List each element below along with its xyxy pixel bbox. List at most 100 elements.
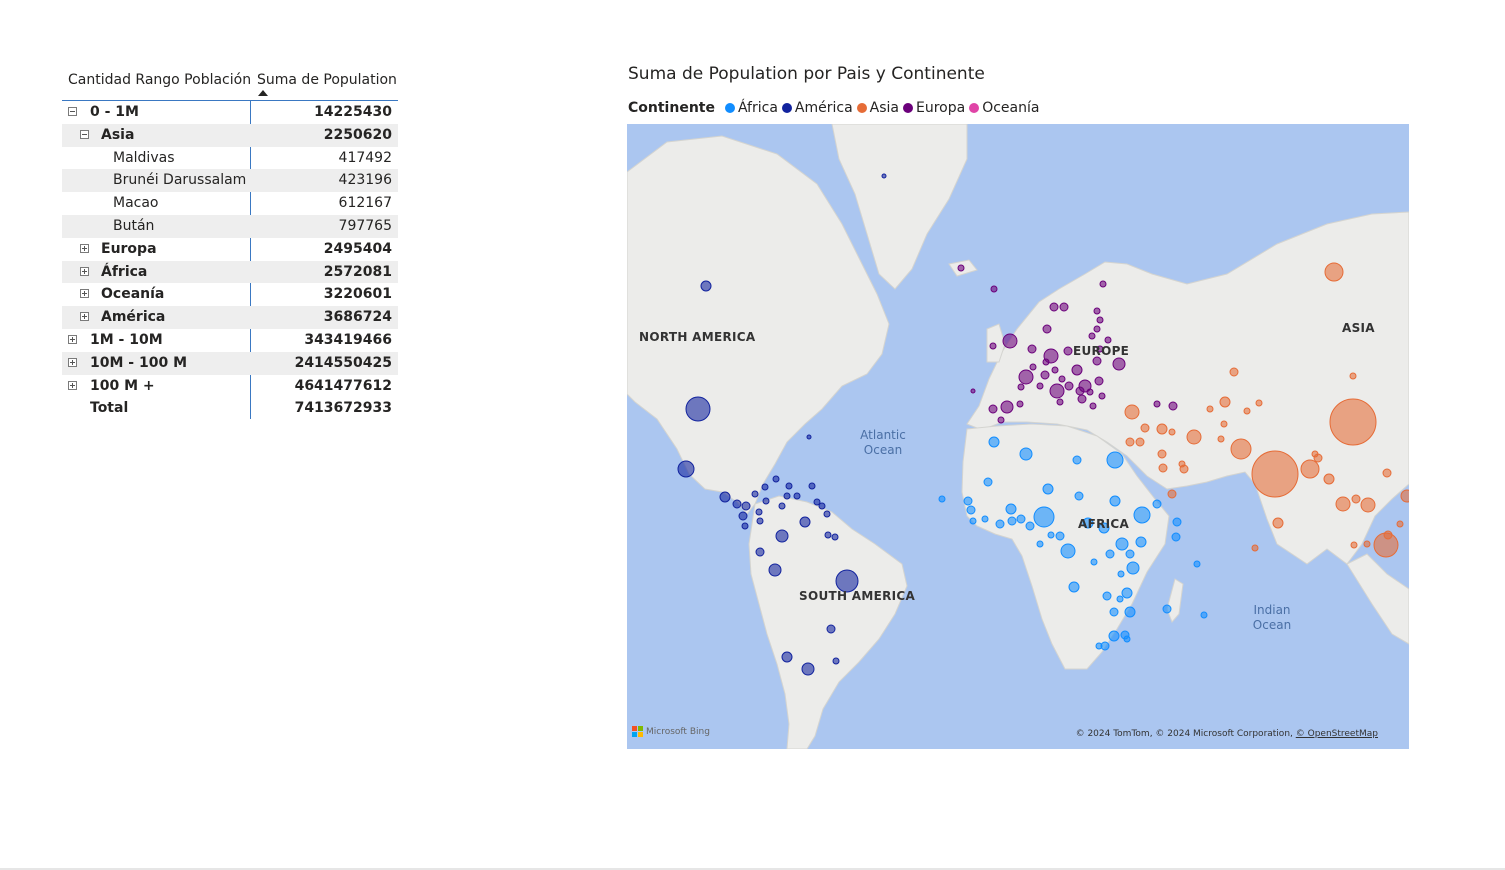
country-bubble[interactable] (1064, 381, 1074, 391)
country-bubble[interactable] (1060, 543, 1076, 559)
collapse-icon[interactable] (80, 129, 89, 139)
country-bubble[interactable] (768, 563, 782, 577)
country-bubble[interactable] (1217, 435, 1225, 443)
country-bubble[interactable] (881, 173, 887, 179)
country-bubble[interactable] (1117, 570, 1125, 578)
country-bubble[interactable] (1126, 561, 1140, 575)
country-bubble[interactable] (1135, 536, 1147, 548)
country-bubble[interactable] (1018, 369, 1034, 385)
country-bubble[interactable] (969, 517, 977, 525)
country-bubble[interactable] (835, 569, 859, 593)
country-bubble[interactable] (719, 491, 731, 503)
country-bubble[interactable] (1140, 423, 1150, 433)
country-bubble[interactable] (1042, 483, 1054, 495)
country-bubble[interactable] (970, 388, 976, 394)
country-bubble[interactable] (1106, 451, 1124, 469)
country-bubble[interactable] (1098, 522, 1110, 534)
country-bubble[interactable] (1123, 635, 1131, 643)
country-bubble[interactable] (1167, 489, 1177, 499)
country-bubble[interactable] (1058, 375, 1066, 383)
country-bubble[interactable] (1168, 428, 1176, 436)
country-bubble[interactable] (1036, 382, 1044, 390)
country-bubble[interactable] (1077, 394, 1087, 404)
country-bubble[interactable] (1172, 517, 1182, 527)
country-bubble[interactable] (813, 498, 821, 506)
country-bubble[interactable] (1056, 398, 1064, 406)
country-bubble[interactable] (1027, 344, 1037, 354)
country-bubble[interactable] (1036, 540, 1044, 548)
expand-icon[interactable] (68, 357, 77, 367)
country-bubble[interactable] (738, 511, 748, 521)
country-bubble[interactable] (1029, 363, 1037, 371)
table-row[interactable]: América 3686724 (62, 306, 398, 329)
country-bubble[interactable] (1251, 544, 1259, 552)
country-bubble[interactable] (1335, 496, 1351, 512)
country-bubble[interactable] (832, 657, 840, 665)
country-bubble[interactable] (1059, 302, 1069, 312)
country-bubble[interactable] (1272, 517, 1284, 529)
country-bubble[interactable] (1025, 521, 1035, 531)
country-bubble[interactable] (1033, 506, 1055, 528)
country-bubble[interactable] (1105, 549, 1115, 559)
country-bubble[interactable] (1162, 604, 1172, 614)
country-bubble[interactable] (1133, 506, 1151, 524)
country-bubble[interactable] (1121, 587, 1133, 599)
country-bubble[interactable] (823, 510, 831, 518)
country-bubble[interactable] (1363, 540, 1371, 548)
country-bubble[interactable] (1019, 447, 1033, 461)
country-bubble[interactable] (1124, 606, 1136, 618)
expand-icon[interactable] (80, 312, 89, 322)
country-bubble[interactable] (1055, 531, 1065, 541)
country-bubble[interactable] (1400, 489, 1409, 503)
country-bubble[interactable] (1178, 460, 1186, 468)
country-bubble[interactable] (685, 396, 711, 422)
country-bubble[interactable] (741, 522, 749, 530)
country-bubble[interactable] (1089, 402, 1097, 410)
country-bubble[interactable] (793, 492, 801, 500)
country-bubble[interactable] (1351, 494, 1361, 504)
collapse-icon[interactable] (68, 107, 77, 116)
country-bubble[interactable] (1007, 516, 1017, 526)
column-header-population[interactable]: Suma de Population (257, 72, 397, 88)
country-bubble[interactable] (1329, 398, 1377, 446)
country-bubble[interactable] (1230, 438, 1252, 460)
legend-item-america[interactable]: América (781, 100, 853, 116)
country-bubble[interactable] (1220, 420, 1228, 428)
country-bubble[interactable] (1396, 520, 1404, 528)
country-bubble[interactable] (1229, 367, 1239, 377)
country-bubble[interactable] (966, 505, 976, 515)
country-bubble[interactable] (1040, 370, 1050, 380)
country-bubble[interactable] (1255, 399, 1263, 407)
table-row[interactable]: Asia 2250620 (62, 123, 398, 147)
country-bubble[interactable] (1112, 357, 1126, 371)
country-bubble[interactable] (1200, 611, 1208, 619)
country-bubble[interactable] (1193, 560, 1201, 568)
country-bubble[interactable] (1104, 336, 1112, 344)
country-bubble[interactable] (700, 280, 712, 292)
table-row[interactable]: 10M - 100 M 2414550425 (62, 351, 398, 375)
country-bubble[interactable] (756, 517, 764, 525)
expand-icon[interactable] (68, 334, 77, 344)
country-bubble[interactable] (1382, 468, 1392, 478)
country-bubble[interactable] (1243, 407, 1251, 415)
country-bubble[interactable] (1300, 459, 1320, 479)
country-bubble[interactable] (775, 529, 789, 543)
country-bubble[interactable] (1002, 333, 1018, 349)
legend-item-europe[interactable]: Europa (903, 100, 965, 116)
country-bubble[interactable] (990, 285, 998, 293)
country-bubble[interactable] (1171, 532, 1181, 542)
country-bubble[interactable] (988, 436, 1000, 448)
country-bubble[interactable] (806, 434, 812, 440)
country-bubble[interactable] (801, 662, 815, 676)
expand-icon[interactable] (80, 266, 89, 276)
country-bubble[interactable] (1158, 463, 1168, 473)
country-bubble[interactable] (1051, 366, 1059, 374)
country-bubble[interactable] (818, 502, 826, 510)
country-bubble[interactable] (677, 460, 695, 478)
table-row[interactable]: 100 M + 4641477612 (62, 375, 398, 398)
country-bubble[interactable] (963, 496, 973, 506)
country-bubble[interactable] (762, 497, 770, 505)
country-bubble[interactable] (1049, 302, 1059, 312)
country-bubble[interactable] (1047, 531, 1055, 539)
table-row[interactable]: Brunéi Darussalam 423196 (62, 169, 398, 193)
